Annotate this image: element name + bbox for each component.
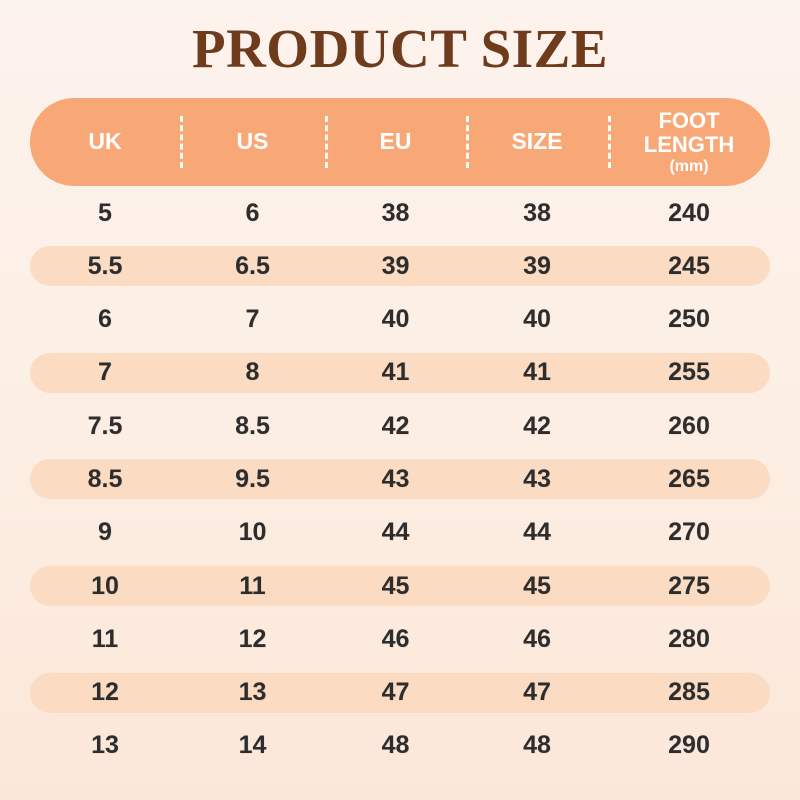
column-separator [325,116,328,168]
page-title: PRODUCT SIZE [191,18,609,79]
size-cell: 260 [668,411,710,440]
size-cell: 8.5 [87,464,123,493]
size-cell: 39 [523,251,551,280]
table-body: 5 6 38 38 240 5.5 6.5 39 39 245 6 7 40 40 250 7 8 41 41 255… [30,193,770,766]
size-cell: 41 [523,358,551,387]
table-row: 7 8 41 41 255 [30,352,770,393]
size-cell: 240 [668,198,710,227]
size-cell: 41 [381,358,410,387]
size-cell: 270 [668,518,710,547]
size-cell: 6 [245,198,260,227]
size-cell: 10 [238,518,267,547]
size-cell: 47 [381,678,410,707]
column-separator [466,116,469,168]
size-cell: 13 [91,731,119,760]
table-header: UK US EU SIZE FOOT LENGTH (mm) [30,98,770,186]
size-cell: 38 [523,198,551,227]
table-row: 9 10 44 44 270 [30,513,770,553]
size-cell: 45 [381,571,410,600]
size-cell: 13 [238,678,267,707]
size-cell: 8 [245,358,260,387]
size-cell: 44 [523,518,551,547]
column-header-label: FOOT LENGTH [643,107,735,157]
column-header-size: SIZE [466,98,608,186]
size-cell: 7.5 [87,411,123,440]
size-cell: 8.5 [235,411,270,440]
size-cell: 14 [238,731,267,760]
size-cell: 47 [523,678,551,707]
size-cell: 48 [523,731,551,760]
size-cell: 245 [668,251,710,280]
size-cell: 265 [668,464,710,493]
column-header-label: SIZE [511,128,563,155]
column-separator [608,116,611,168]
table-row: 13 14 48 48 290 [30,726,770,766]
size-cell: 5.5 [87,251,123,280]
size-cell: 48 [381,731,410,760]
size-cell: 9.5 [235,464,270,493]
column-header-label: EU [379,128,412,155]
size-cell: 42 [381,411,410,440]
size-cell: 12 [91,678,119,707]
table-row: 6 7 40 40 250 [30,300,770,340]
size-cell: 9 [98,518,112,547]
table-row: 11 12 46 46 280 [30,619,770,659]
size-cell: 45 [523,571,551,600]
size-cell: 46 [523,624,551,653]
table-row: 12 13 47 47 285 [30,672,770,713]
table-row: 5 6 38 38 240 [30,193,770,233]
size-cell: 285 [668,678,710,707]
column-header-label: US [236,128,269,155]
column-header-uk: UK [30,98,180,186]
size-cell: 44 [381,518,410,547]
size-cell: 40 [523,305,551,334]
size-cell: 250 [668,305,710,334]
size-cell: 11 [239,571,266,600]
column-header-us: US [180,98,325,186]
column-header-label: UK [88,128,122,155]
table-row: 7.5 8.5 42 42 260 [30,406,770,446]
size-cell: 38 [381,198,410,227]
size-cell: 280 [668,624,710,653]
size-cell: 43 [381,464,410,493]
size-cell: 42 [523,411,551,440]
size-cell: 275 [668,571,710,600]
column-header-foot-length: FOOT LENGTH (mm) [608,98,770,186]
table-row: 8.5 9.5 43 43 265 [30,459,770,500]
size-cell: 6.5 [235,251,270,280]
size-cell: 40 [381,305,410,334]
table-row: 5.5 6.5 39 39 245 [30,246,770,287]
size-cell: 6 [98,305,112,334]
size-cell: 39 [381,251,410,280]
table-row: 10 11 45 45 275 [30,566,770,607]
size-cell: 5 [98,198,112,227]
column-header-eu: EU [325,98,466,186]
size-cell: 7 [245,305,260,334]
size-cell: 11 [91,624,119,653]
column-separator [180,116,183,168]
size-cell: 10 [91,571,119,600]
size-cell: 12 [238,624,267,653]
size-cell: 46 [381,624,410,653]
size-cell: 290 [668,731,710,760]
column-header-sublabel: (mm) [669,157,709,175]
size-cell: 43 [523,464,551,493]
size-cell: 255 [668,358,710,387]
size-cell: 7 [98,358,112,387]
